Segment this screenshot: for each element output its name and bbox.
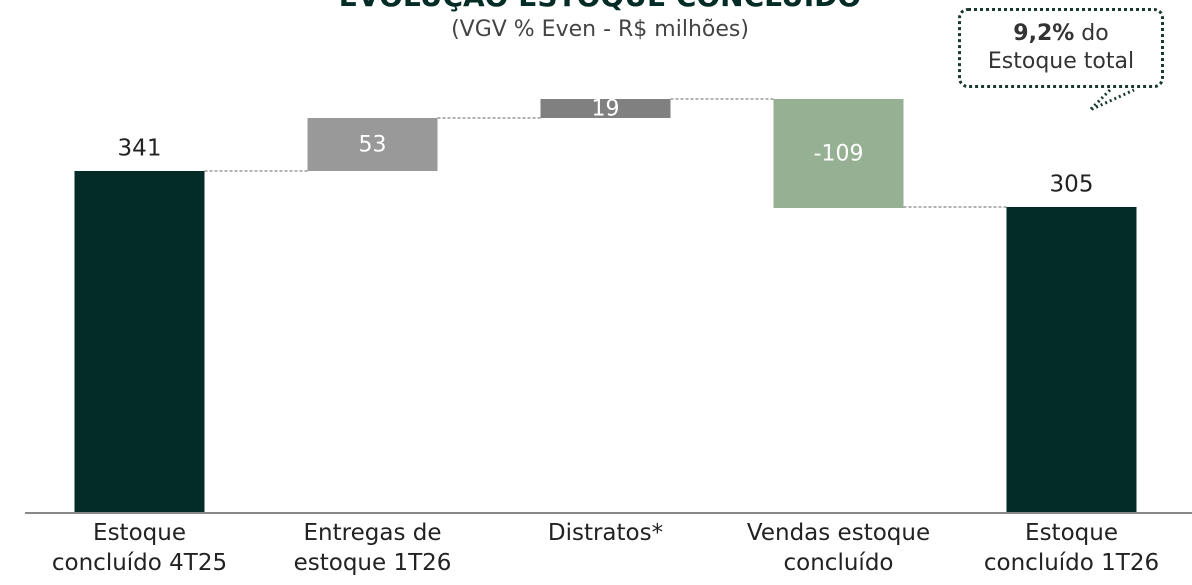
chart-subtitle: (VGV % Even - R$ milhões) (451, 17, 749, 42)
x-tick-label: Vendas estoque concluído (746, 520, 931, 576)
callout-text: do (1074, 21, 1109, 46)
value-label: 305 (1050, 172, 1094, 198)
x-tick-label: Estoque concluído 1T26 (983, 520, 1160, 576)
chart-title: EVOLUÇÃO ESTOQUE CONCLUÍDO (339, 0, 861, 13)
value-label: -109 (814, 142, 864, 167)
callout-tail (1088, 88, 1135, 112)
x-tick-label: Distratos* (547, 520, 664, 546)
bar (307, 118, 438, 171)
bar (773, 99, 904, 208)
bar (74, 171, 205, 512)
value-label: 341 (118, 136, 162, 162)
x-tick-label: Estoque concluído 4T25 (51, 520, 228, 576)
callout-highlight: 9,2% (1013, 21, 1075, 46)
x-tick-label: Entregas de estoque 1T26 (293, 520, 452, 576)
bar (1006, 207, 1137, 512)
callout: 9,2% do Estoque total (958, 8, 1164, 88)
callout-text: Estoque total (987, 49, 1135, 74)
value-label: 53 (359, 133, 387, 158)
value-label: 19 (592, 97, 620, 122)
bar (540, 99, 671, 118)
